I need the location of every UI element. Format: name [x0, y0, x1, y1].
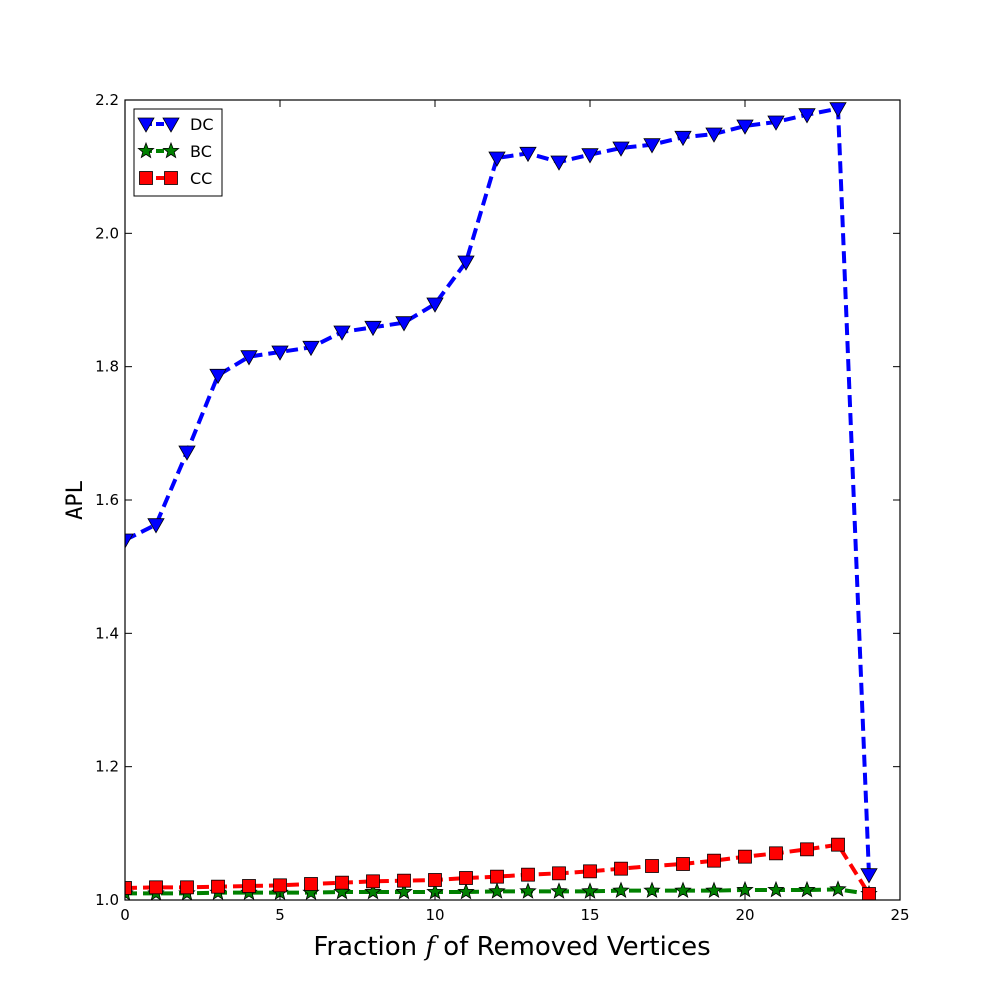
y-tick-label: 1.6 — [95, 491, 119, 509]
data-point-cc — [149, 880, 163, 895]
data-point-bc — [798, 880, 816, 898]
data-point-bc — [488, 882, 506, 899]
data-point-dc — [178, 445, 196, 461]
data-point-bc — [519, 882, 537, 899]
series-group — [125, 102, 878, 900]
data-point-dc — [488, 151, 506, 167]
data-point-cc — [304, 877, 318, 891]
series-layer — [125, 102, 878, 900]
x-tick-label: 10 — [425, 906, 444, 924]
data-point-dc — [364, 320, 382, 337]
data-point-bc — [767, 880, 785, 898]
data-point-dc — [674, 130, 692, 147]
x-tick-label: 25 — [890, 906, 909, 924]
data-point-dc — [395, 316, 413, 332]
legend-marker — [162, 141, 180, 159]
data-point-dc — [829, 102, 847, 118]
x-tick-label: 5 — [275, 906, 285, 924]
legend-marker — [137, 117, 155, 133]
y-tick-label: 1.4 — [95, 624, 119, 642]
data-point-cc — [459, 871, 473, 885]
y-axis-label: APL — [63, 480, 88, 520]
data-point-bc — [705, 881, 723, 899]
data-point-dc — [125, 533, 134, 549]
data-point-dc — [550, 155, 568, 171]
data-point-cc — [242, 879, 256, 893]
plot-background — [125, 100, 900, 900]
data-point-dc — [643, 138, 661, 154]
y-tick-label: 1.8 — [95, 358, 119, 376]
data-point-bc — [457, 882, 475, 900]
data-point-dc — [240, 350, 258, 366]
data-point-cc — [769, 846, 783, 861]
data-point-bc — [643, 881, 661, 899]
data-point-dc — [705, 127, 723, 143]
data-point-bc — [829, 880, 847, 897]
data-point-cc — [707, 853, 721, 868]
y-tick-label: 2.0 — [95, 224, 119, 242]
y-tick-label: 1.0 — [95, 891, 119, 909]
legend-marker — [139, 171, 153, 185]
data-point-dc — [767, 115, 785, 131]
data-point-dc — [209, 368, 227, 385]
legend-marker — [162, 117, 180, 133]
data-point-dc — [612, 141, 630, 157]
data-point-cc — [397, 873, 411, 888]
data-point-dc — [147, 518, 165, 534]
legend-label: DC — [190, 115, 214, 134]
data-point-cc — [180, 880, 194, 895]
data-point-cc — [676, 857, 690, 871]
data-point-dc — [798, 108, 816, 124]
legend: DC BC CC — [133, 108, 223, 197]
data-point-dc — [457, 255, 475, 271]
data-point-cc — [552, 866, 566, 881]
data-point-bc — [674, 881, 692, 899]
data-point-bc — [612, 881, 630, 899]
data-point-cc — [273, 878, 287, 893]
data-point-cc — [738, 849, 752, 864]
y-tick-label: 1.2 — [95, 758, 119, 776]
legend-label: CC — [190, 169, 212, 188]
ticks-layer: 0 5 10 15 20 25 1.0 1.2 1.4 1.6 1.8 2.0 2.2 — [95, 91, 909, 924]
data-point-cc — [211, 879, 225, 894]
data-point-dc — [426, 297, 444, 313]
data-point-cc — [614, 861, 628, 876]
data-point-cc — [366, 874, 380, 889]
data-point-cc — [862, 887, 876, 900]
data-point-cc — [428, 873, 442, 887]
legend-marker — [164, 171, 178, 185]
data-point-dc — [302, 340, 320, 357]
data-point-cc — [125, 881, 132, 895]
x-tick-label: 20 — [735, 906, 754, 924]
data-point-cc — [335, 875, 349, 890]
data-point-dc — [519, 146, 537, 163]
data-point-bc — [395, 882, 413, 900]
data-point-dc — [333, 325, 351, 341]
data-point-dc — [860, 868, 878, 884]
data-point-bc — [550, 882, 568, 899]
y-tick-label: 2.2 — [95, 91, 119, 109]
x-tick-label: 15 — [580, 906, 599, 924]
data-point-dc — [271, 345, 289, 361]
data-point-cc — [800, 842, 814, 857]
data-point-cc — [831, 837, 845, 852]
legend-label: BC — [190, 142, 212, 161]
data-point-dc — [581, 148, 599, 164]
data-point-dc — [736, 119, 754, 135]
legend-marker — [137, 141, 155, 159]
data-point-cc — [645, 859, 659, 873]
data-point-cc — [490, 869, 504, 884]
x-axis-label: Fraction f of Removed Vertices — [313, 932, 710, 962]
x-tick-label: 0 — [120, 906, 130, 924]
data-point-cc — [583, 864, 597, 879]
data-point-bc — [364, 882, 382, 900]
data-point-cc — [521, 867, 535, 882]
